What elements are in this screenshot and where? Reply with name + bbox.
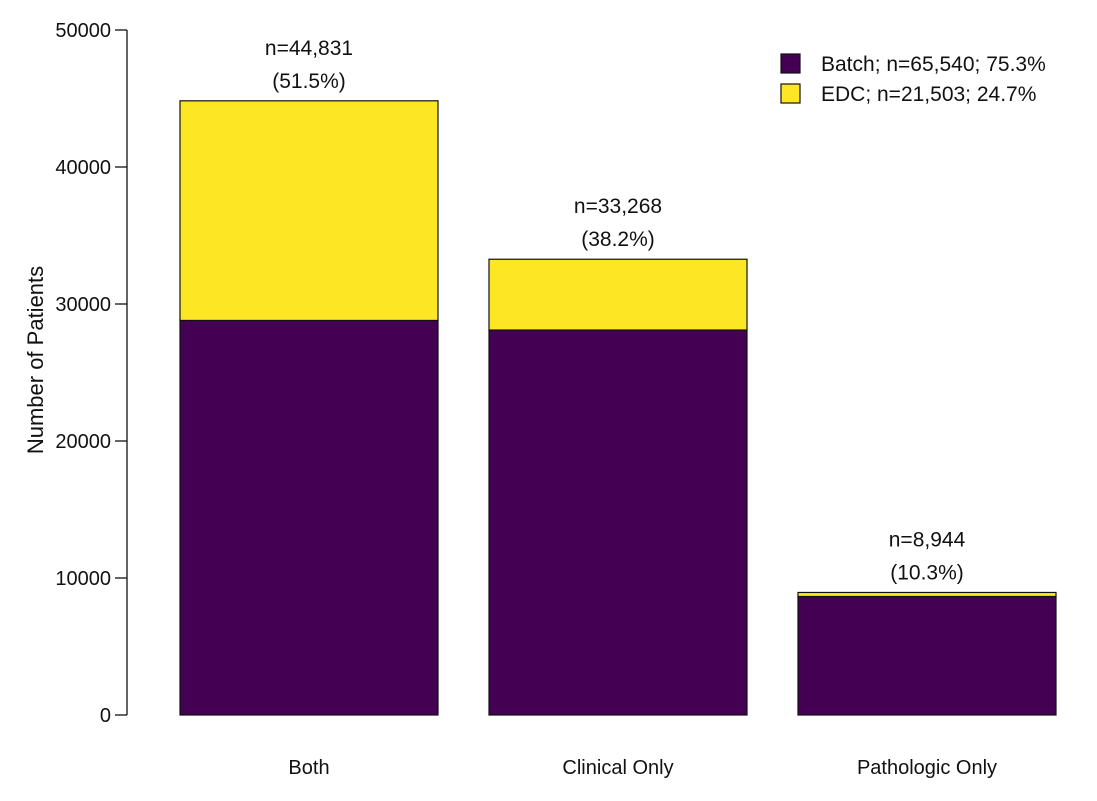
bar-segment-batch (797, 595, 1057, 716)
bar-count-label: n=44,831 (265, 37, 353, 60)
y-tick-label: 40000 (55, 157, 111, 179)
y-tick-label: 0 (100, 705, 111, 727)
bars-group (179, 100, 1057, 716)
bar-percent-label: (38.2%) (581, 228, 655, 251)
x-category-label: Both (288, 757, 329, 779)
bar-count-label: n=33,268 (574, 195, 662, 218)
bar-percent-label: (51.5%) (272, 70, 346, 93)
y-tick-label: 20000 (55, 431, 111, 453)
bar-labels-group: n=44,831 (51.5%) n=33,268 (38.2%) n=8,944 (10… (265, 37, 966, 585)
x-category-label: Clinical Only (562, 757, 673, 779)
x-axis-labels: Both Clinical Only Pathologic Only (288, 757, 997, 779)
x-category-label: Pathologic Only (857, 757, 997, 779)
legend-label: Batch; n=65,540; 75.3% (821, 53, 1046, 76)
bar-segment-batch (179, 319, 439, 716)
legend: Batch; n=65,540; 75.3% EDC; n=21,503; 24.… (780, 53, 1046, 106)
bar-percent-label: (10.3%) (890, 561, 964, 584)
legend-label: EDC; n=21,503; 24.7% (821, 83, 1036, 106)
y-tick-label: 30000 (55, 294, 111, 316)
bar-segment-edc (797, 591, 1057, 598)
legend-swatch (780, 83, 801, 104)
y-tick-label: 10000 (55, 568, 111, 590)
bar-segment-edc (488, 258, 748, 331)
y-axis-title: Number of Patients (23, 266, 48, 454)
legend-swatch (780, 53, 801, 74)
bar-segment-edc (179, 100, 439, 322)
bar-count-label: n=8,944 (889, 528, 966, 551)
y-axis: 0 10000 20000 30000 40000 50000 (55, 20, 128, 727)
y-tick-label: 50000 (55, 20, 111, 42)
bar-segment-batch (488, 329, 748, 716)
